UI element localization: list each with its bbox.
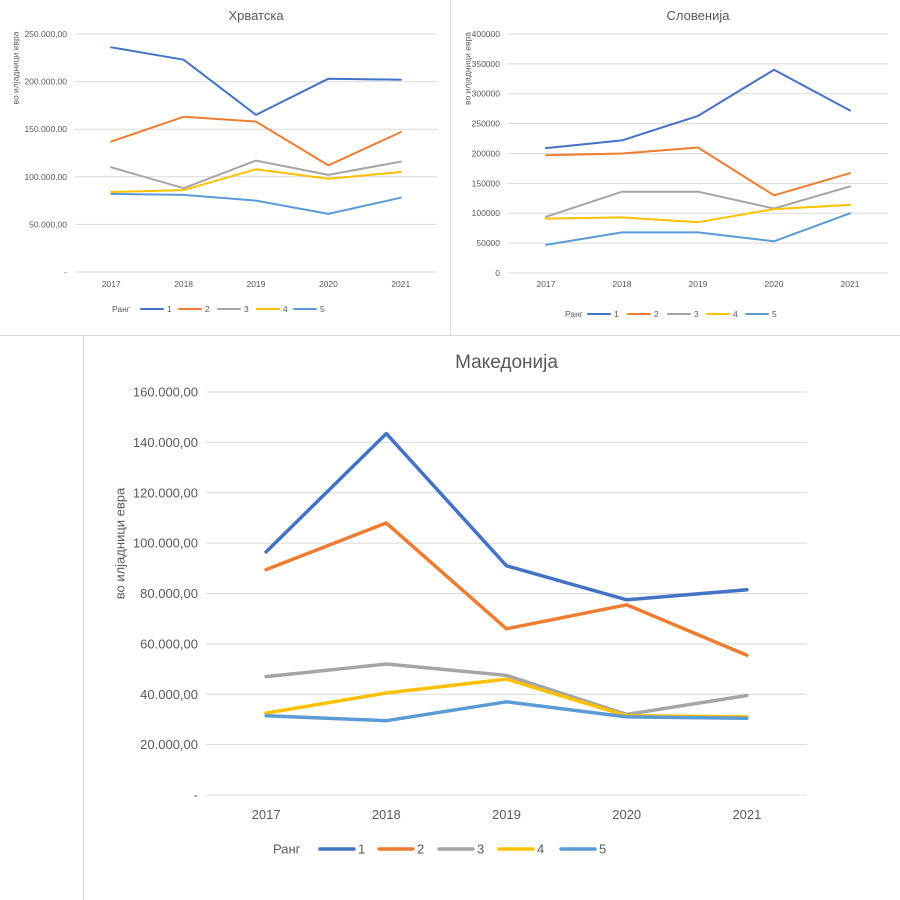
legend-label: 1 [167, 304, 172, 314]
series-line-3 [110, 159, 402, 190]
y-axis-label: во илјадници евра [462, 32, 472, 105]
y-tick-label: 20.000,00 [140, 737, 198, 752]
series-line-3 [545, 185, 851, 218]
y-tick-label: 80.000,00 [140, 586, 198, 601]
y-tick-label: 50000 [476, 238, 500, 248]
y-tick-label: 140.000,00 [133, 435, 198, 450]
chart-title: Македонија [455, 352, 558, 373]
chart-svg-croatia: - 50.000,00 100.000,00 150.000,00 200.000,00… [10, 8, 437, 314]
y-tick-label: 300000 [472, 89, 501, 99]
series-line-1 [110, 46, 402, 116]
y-axis-label: во илјадници евра [112, 487, 127, 599]
legend-label: 1 [614, 309, 619, 319]
legend-label: 2 [417, 842, 424, 857]
series-line-4 [110, 168, 402, 193]
legend-label: 4 [537, 842, 544, 857]
series-line-3 [264, 662, 749, 717]
legend-label: 1 [358, 842, 365, 857]
x-tick-label: 2021 [391, 279, 410, 289]
x-tick-label: 2020 [612, 807, 641, 822]
series-line-2 [110, 115, 402, 167]
x-tick-label: 2020 [765, 279, 784, 289]
x-tick-label: 2021 [841, 279, 860, 289]
chart-group: 0 50000 100000 150000 200000 250000 300000 3500… [462, 8, 888, 319]
legend-label: 5 [599, 842, 606, 857]
series-line-2 [264, 521, 749, 657]
series-line-4 [264, 677, 749, 719]
legend-label: 3 [477, 842, 484, 857]
chart-panel-croatia: - 50.000,00 100.000,00 150.000,00 200.000,00… [0, 0, 451, 336]
legend-label: 3 [694, 309, 699, 319]
series-line-2 [545, 146, 851, 197]
legend-label: 4 [283, 304, 288, 314]
legend-title: Ранг [112, 304, 130, 314]
x-tick-label: 2018 [613, 279, 632, 289]
legend-label: 5 [320, 304, 325, 314]
series-line-1 [264, 431, 749, 602]
y-tick-label: 200000 [472, 148, 501, 158]
x-tick-label: 2021 [732, 807, 761, 822]
y-tick-label: 0 [495, 268, 500, 278]
y-tick-label: 50.000,00 [29, 219, 67, 229]
x-tick-label: 2017 [537, 279, 556, 289]
series-line-5 [545, 212, 851, 246]
y-tick-label: 100000 [472, 208, 501, 218]
x-tick-label: 2018 [174, 279, 193, 289]
chart-svg-slovenia: 0 50000 100000 150000 200000 250000 300000 3500… [462, 8, 888, 319]
y-axis-label: во илјадници евра [10, 31, 20, 104]
legend-label: 2 [654, 309, 659, 319]
y-tick-label: 100.000,00 [133, 536, 198, 551]
legend-title: Ранг [565, 309, 583, 319]
y-tick-label: - [64, 267, 67, 277]
chart-group: - 20.000,00 40.000,00 60.000,00 80.000,00 100… [112, 352, 807, 857]
chart-title: Словенија [667, 8, 731, 23]
x-tick-label: 2019 [247, 279, 266, 289]
series-line-4 [545, 203, 851, 224]
y-tick-label: 250.000,00 [24, 29, 67, 39]
y-tick-label: 200.000,00 [24, 77, 67, 87]
legend-label: 3 [244, 304, 249, 314]
y-tick-label: 120.000,00 [133, 485, 198, 500]
legend-label: 4 [733, 309, 738, 319]
chart-title: Хрватска [228, 8, 284, 23]
legend-title: Ранг [273, 842, 301, 857]
y-tick-label: 150000 [472, 178, 501, 188]
y-tick-label: 350000 [472, 59, 501, 69]
chart-panel-macedonia: - 20.000,00 40.000,00 60.000,00 80.000,00 100… [83, 336, 900, 900]
x-tick-label: 2019 [689, 279, 708, 289]
y-tick-label: 250000 [472, 119, 501, 129]
y-tick-label: - [194, 788, 198, 803]
y-tick-label: 100.000,00 [24, 172, 67, 182]
chart-panel-slovenia: 0 50000 100000 150000 200000 250000 300000 3500… [451, 0, 900, 336]
x-tick-label: 2019 [492, 807, 521, 822]
legend-label: 2 [205, 304, 210, 314]
chart-svg-macedonia: - 20.000,00 40.000,00 60.000,00 80.000,00 100… [112, 352, 807, 857]
x-tick-label: 2020 [319, 279, 338, 289]
series-line-1 [545, 68, 851, 150]
legend-label: 5 [772, 309, 777, 319]
x-tick-label: 2017 [252, 807, 281, 822]
x-tick-label: 2018 [372, 807, 401, 822]
x-tick-label: 2017 [102, 279, 121, 289]
y-tick-label: 40.000,00 [140, 687, 198, 702]
y-tick-label: 150.000,00 [24, 124, 67, 134]
series-line-5 [264, 700, 749, 723]
chart-group: - 50.000,00 100.000,00 150.000,00 200.000,00… [10, 8, 437, 314]
series-line-5 [110, 192, 402, 215]
y-tick-label: 400000 [472, 29, 501, 39]
y-tick-label: 60.000,00 [140, 636, 198, 651]
y-tick-label: 160.000,00 [133, 385, 198, 400]
